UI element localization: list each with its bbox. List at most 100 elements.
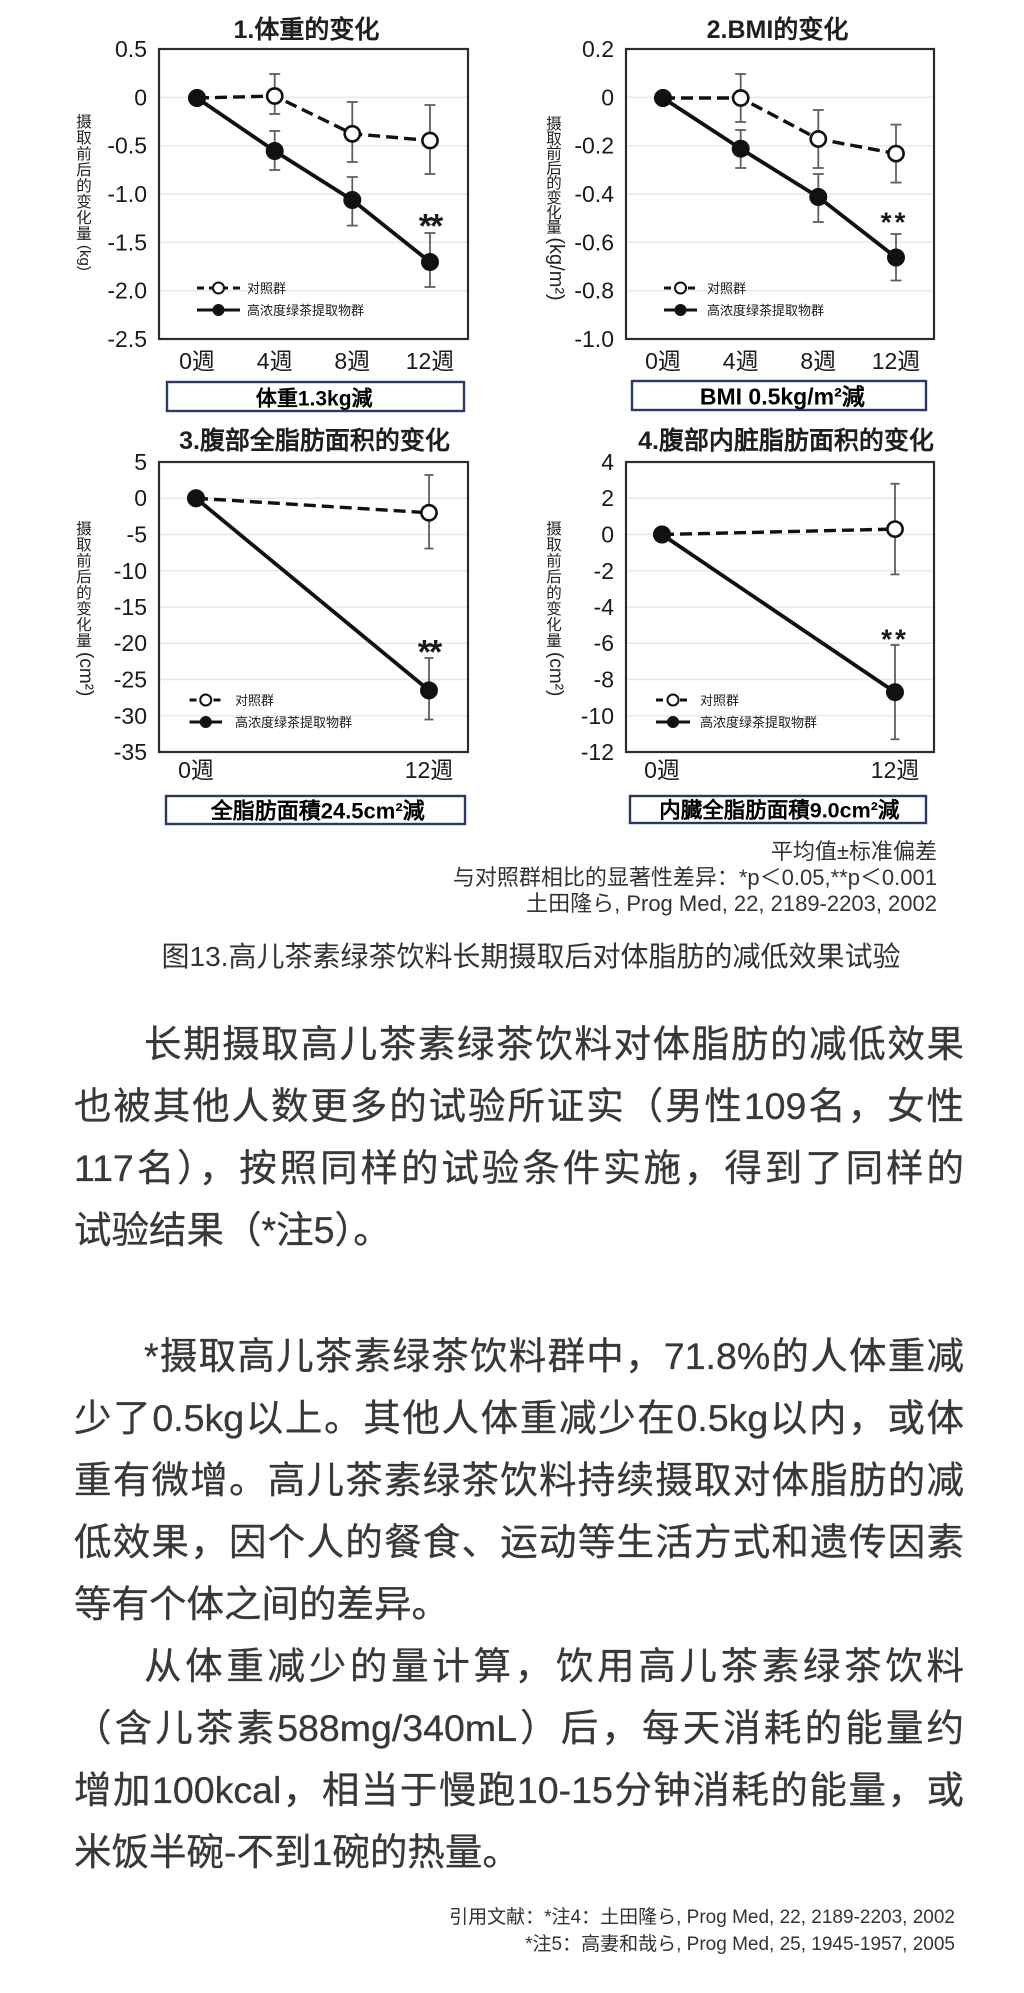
svg-text:量: 量 xyxy=(546,220,562,237)
svg-text:变: 变 xyxy=(546,600,562,618)
svg-text:-35: -35 xyxy=(114,739,147,765)
svg-text:(cm²): (cm²) xyxy=(545,652,566,696)
svg-text:8週: 8週 xyxy=(334,348,370,374)
svg-text:3.腹部全脂肪面积的变化: 3.腹部全脂肪面积的变化 xyxy=(179,426,450,455)
svg-text:高浓度绿茶提取物群: 高浓度绿茶提取物群 xyxy=(707,303,824,318)
svg-text:量: 量 xyxy=(76,633,92,650)
svg-text:内臓全脂肪面積9.0cm²減: 内臓全脂肪面積9.0cm²減 xyxy=(659,798,900,823)
svg-text:-15: -15 xyxy=(114,594,147,620)
svg-text:0週: 0週 xyxy=(645,348,681,374)
svg-text:后: 后 xyxy=(546,568,562,586)
svg-text:12週: 12週 xyxy=(872,348,921,374)
svg-text:12週: 12週 xyxy=(405,757,454,783)
svg-text:0週: 0週 xyxy=(644,757,680,783)
svg-text:-25: -25 xyxy=(114,667,147,693)
svg-text:对照群: 对照群 xyxy=(707,281,746,296)
svg-text:的: 的 xyxy=(546,584,562,602)
svg-text:5: 5 xyxy=(134,449,147,475)
svg-text:0: 0 xyxy=(134,485,147,511)
svg-text:0週: 0週 xyxy=(178,757,214,783)
svg-text:(cm²): (cm²) xyxy=(75,652,96,696)
svg-text:前: 前 xyxy=(546,552,562,570)
svg-text:量: 量 xyxy=(76,226,92,243)
svg-text:2.BMI的变化: 2.BMI的变化 xyxy=(707,15,849,44)
svg-text:4週: 4週 xyxy=(723,348,759,374)
svg-text:-0.4: -0.4 xyxy=(574,181,614,207)
svg-text:的: 的 xyxy=(76,177,92,195)
svg-text:4: 4 xyxy=(601,449,614,475)
svg-text:-2: -2 xyxy=(594,558,614,584)
svg-text:变: 变 xyxy=(76,600,92,618)
svg-text:12週: 12週 xyxy=(406,348,455,374)
svg-text:对照群: 对照群 xyxy=(247,281,286,296)
svg-text:12週: 12週 xyxy=(871,757,920,783)
svg-text:1.体重的变化: 1.体重的变化 xyxy=(233,15,379,44)
svg-text:后: 后 xyxy=(76,568,92,586)
svg-text:-0.2: -0.2 xyxy=(574,133,614,159)
svg-text:对照群: 对照群 xyxy=(235,693,274,708)
svg-text:-1.0: -1.0 xyxy=(107,181,147,207)
svg-text:摄: 摄 xyxy=(76,520,92,538)
svg-text:**: ** xyxy=(881,624,909,655)
svg-text:BMI 0.5kg/m²減: BMI 0.5kg/m²減 xyxy=(700,384,865,410)
svg-text:-10: -10 xyxy=(114,558,147,584)
svg-text:**: ** xyxy=(419,208,444,246)
svg-text:-1.0: -1.0 xyxy=(574,326,614,352)
svg-text:0.5: 0.5 xyxy=(115,36,147,62)
svg-text:量: 量 xyxy=(546,633,562,650)
svg-text:化: 化 xyxy=(76,616,92,634)
svg-text:-5: -5 xyxy=(127,522,147,548)
svg-text:的: 的 xyxy=(76,584,92,602)
svg-text:高浓度绿茶提取物群: 高浓度绿茶提取物群 xyxy=(235,715,352,730)
svg-text:4週: 4週 xyxy=(257,348,293,374)
svg-text:前: 前 xyxy=(76,145,92,163)
svg-text:-8: -8 xyxy=(594,667,614,693)
svg-text:2: 2 xyxy=(601,485,614,511)
svg-text:-1.5: -1.5 xyxy=(107,229,147,255)
svg-text:0週: 0週 xyxy=(179,348,215,374)
svg-text:0: 0 xyxy=(134,84,147,110)
svg-text:前: 前 xyxy=(546,145,562,163)
svg-text:摄: 摄 xyxy=(546,520,562,538)
svg-text:8週: 8週 xyxy=(800,348,836,374)
svg-text:(kg/m²): (kg/m²) xyxy=(545,237,567,300)
svg-text:全脂肪面積24.5cm²減: 全脂肪面積24.5cm²減 xyxy=(210,799,425,824)
svg-text:0.2: 0.2 xyxy=(582,36,614,62)
svg-text:-0.6: -0.6 xyxy=(574,229,614,255)
svg-text:-4: -4 xyxy=(594,594,615,620)
svg-text:0: 0 xyxy=(601,84,614,110)
svg-text:取: 取 xyxy=(546,537,562,554)
svg-text:变: 变 xyxy=(76,193,92,211)
svg-text:-6: -6 xyxy=(594,630,614,656)
svg-text:变: 变 xyxy=(546,189,562,207)
svg-text:前: 前 xyxy=(76,552,92,570)
svg-text:化: 化 xyxy=(546,616,562,634)
svg-text:体重1.3kg減: 体重1.3kg減 xyxy=(256,387,373,411)
svg-text:取: 取 xyxy=(76,130,92,147)
svg-text:后: 后 xyxy=(76,161,92,179)
svg-text:-2.5: -2.5 xyxy=(107,326,147,352)
svg-text:后: 后 xyxy=(546,159,562,177)
svg-text:摄: 摄 xyxy=(546,115,562,133)
svg-text:取: 取 xyxy=(76,537,92,554)
svg-text:-12: -12 xyxy=(581,739,614,765)
svg-text:的: 的 xyxy=(546,174,562,192)
svg-text:**: ** xyxy=(418,634,443,672)
svg-text:高浓度绿茶提取物群: 高浓度绿茶提取物群 xyxy=(247,303,364,318)
svg-text:取: 取 xyxy=(546,131,562,148)
svg-text:高浓度绿茶提取物群: 高浓度绿茶提取物群 xyxy=(700,715,817,730)
svg-text:(kg): (kg) xyxy=(76,245,93,271)
svg-text:4.腹部内脏脂肪面积的变化: 4.腹部内脏脂肪面积的变化 xyxy=(638,426,934,455)
svg-text:-0.8: -0.8 xyxy=(574,278,614,304)
svg-text:**: ** xyxy=(881,207,909,238)
svg-text:化: 化 xyxy=(76,209,92,227)
svg-text:-30: -30 xyxy=(114,703,147,729)
svg-text:对照群: 对照群 xyxy=(700,693,739,708)
svg-text:0: 0 xyxy=(601,522,614,548)
svg-text:-20: -20 xyxy=(114,630,147,656)
svg-text:-0.5: -0.5 xyxy=(107,133,147,159)
svg-text:-2.0: -2.0 xyxy=(107,278,147,304)
svg-text:摄: 摄 xyxy=(76,113,92,131)
svg-text:-10: -10 xyxy=(581,703,614,729)
svg-text:化: 化 xyxy=(546,204,562,222)
